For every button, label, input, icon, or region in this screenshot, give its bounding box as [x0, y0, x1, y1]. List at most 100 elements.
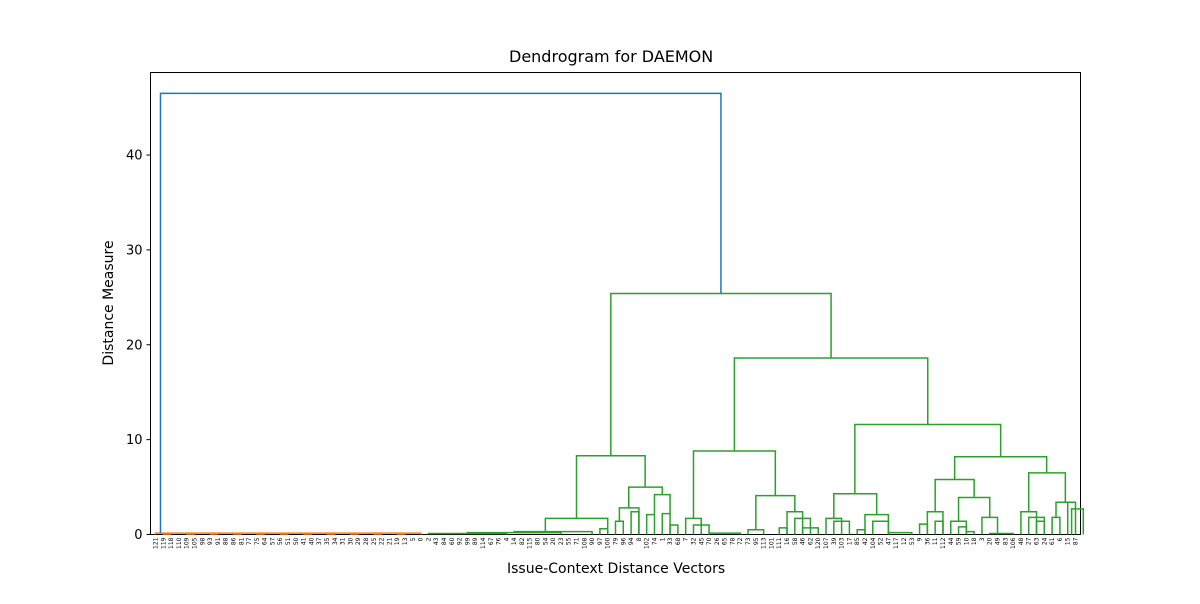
leaf-label: 110 [176, 537, 183, 549]
leaf-label: 5 [410, 537, 417, 541]
leaf-label: 97 [597, 537, 604, 545]
leaf-label: 112 [940, 537, 947, 549]
leaf-label: 30 [347, 537, 354, 545]
leaf-label: 21 [386, 537, 393, 545]
leaf-label: 1 [659, 537, 666, 541]
leaf-label: 14 [511, 537, 518, 545]
leaf-label: 13 [402, 537, 409, 545]
leaf-label: 44 [948, 537, 955, 545]
leaf-label: 96 [620, 537, 627, 545]
leaf-label: 79 [613, 537, 620, 545]
leaf-label: 45 [698, 537, 705, 545]
leaf-label: 34 [332, 537, 339, 545]
leaf-label: 68 [675, 537, 682, 545]
leaf-label: 62 [807, 537, 814, 545]
chart-title: Dendrogram for DAEMON [509, 47, 1200, 66]
y-tick-label: 30 [126, 243, 143, 258]
leaf-label: 80 [535, 537, 542, 545]
leaf-label: 93 [207, 537, 214, 545]
leaf-label: 119 [160, 537, 167, 549]
leaf-label: 109 [184, 537, 191, 549]
leaf-label: 27 [1026, 537, 1033, 545]
leaf-label: 12 [901, 537, 908, 545]
leaf-label: 0 [418, 537, 425, 541]
leaf-label: 103 [839, 537, 846, 549]
leaf-label: 72 [737, 537, 744, 545]
leaf-label: 115 [527, 537, 534, 549]
leaf-label: 85 [854, 537, 861, 545]
leaf-label: 81 [238, 537, 245, 545]
leaf-label: 20 [987, 537, 994, 545]
leaf-label: 94 [628, 537, 635, 545]
leaf-label: 32 [690, 537, 697, 545]
leaf-label: 26 [714, 537, 721, 545]
y-axis-label: Distance Measure [101, 240, 117, 365]
leaf-label: 117 [893, 537, 900, 549]
leaf-label: 121 [153, 537, 160, 549]
leaf-label: 35 [324, 537, 331, 545]
leaf-label: 76 [496, 537, 503, 545]
leaf-label: 33 [667, 537, 674, 545]
leaf-label: 39 [831, 537, 838, 545]
leaf-label: 89 [472, 537, 479, 545]
leaf-label: 53 [909, 537, 916, 545]
leaf-label: 71 [574, 537, 581, 545]
leaf-label: 60 [449, 537, 456, 545]
leaf-label: 40 [308, 537, 315, 545]
leaf-label: 3 [979, 537, 986, 541]
leaf-label: 23 [558, 537, 565, 545]
leaf-label: 107 [823, 537, 830, 549]
leaf-label: 7 [683, 537, 690, 541]
leaf-label: 99 [464, 537, 471, 545]
leaf-label: 73 [745, 537, 752, 545]
leaf-label: 41 [301, 537, 308, 545]
leaf-label: 77 [246, 537, 253, 545]
leaf-label: 105 [191, 537, 198, 549]
leaf-label: 17 [846, 537, 853, 545]
leaf-label: 95 [753, 537, 760, 545]
y-tick-label: 20 [126, 338, 143, 353]
leaf-label: 2 [425, 537, 432, 541]
leaf-label: 58 [792, 537, 799, 545]
leaf-label: 74 [651, 537, 658, 545]
leaf-label: 98 [199, 537, 206, 545]
leaf-label: 120 [815, 537, 822, 549]
y-tick-label: 10 [126, 433, 143, 448]
leaf-label: 75 [254, 537, 261, 545]
leaf-label: 11 [932, 537, 939, 545]
leaf-label: 50 [293, 537, 300, 545]
leaf-label: 101 [768, 537, 775, 549]
leaf-label: 10 [963, 537, 970, 545]
leaf-label: 104 [870, 537, 877, 549]
leaf-label: 84 [441, 537, 448, 545]
leaf-label: 25 [371, 537, 378, 545]
leaf-label: 67 [488, 537, 495, 545]
leaf-label: 4 [503, 537, 510, 541]
leaf-label: 92 [457, 537, 464, 545]
leaf-label: 8 [636, 537, 643, 541]
leaf-label: 113 [761, 537, 768, 549]
leaf-label: 91 [215, 537, 222, 545]
leaf-label: 6 [1057, 537, 1064, 541]
leaf-label: 19 [394, 537, 401, 545]
leaf-label: 88 [223, 537, 230, 545]
leaf-label: 28 [363, 537, 370, 545]
leaf-label: 54 [542, 537, 549, 545]
leaf-label: 46 [800, 537, 807, 545]
leaf-label: 42 [862, 537, 869, 545]
leaf-label: 24 [1041, 537, 1048, 545]
leaf-label: 57 [269, 537, 276, 545]
x-axis-label: Issue-Context Distance Vectors [507, 561, 725, 577]
leaf-label: 29 [355, 537, 362, 545]
leaf-label: 63 [1034, 537, 1041, 545]
leaf-label: 111 [776, 537, 783, 549]
leaf-label: 65 [722, 537, 729, 545]
leaf-label: 102 [644, 537, 651, 549]
y-tick-label: 0 [134, 528, 142, 543]
leaf-label: 100 [605, 537, 612, 549]
leaf-label: 82 [519, 537, 526, 545]
leaf-label: 56 [277, 537, 284, 545]
leaf-label: 106 [1010, 537, 1017, 549]
